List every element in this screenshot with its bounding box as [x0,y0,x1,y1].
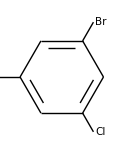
Text: Br: Br [95,17,106,27]
Text: Cl: Cl [95,127,105,137]
